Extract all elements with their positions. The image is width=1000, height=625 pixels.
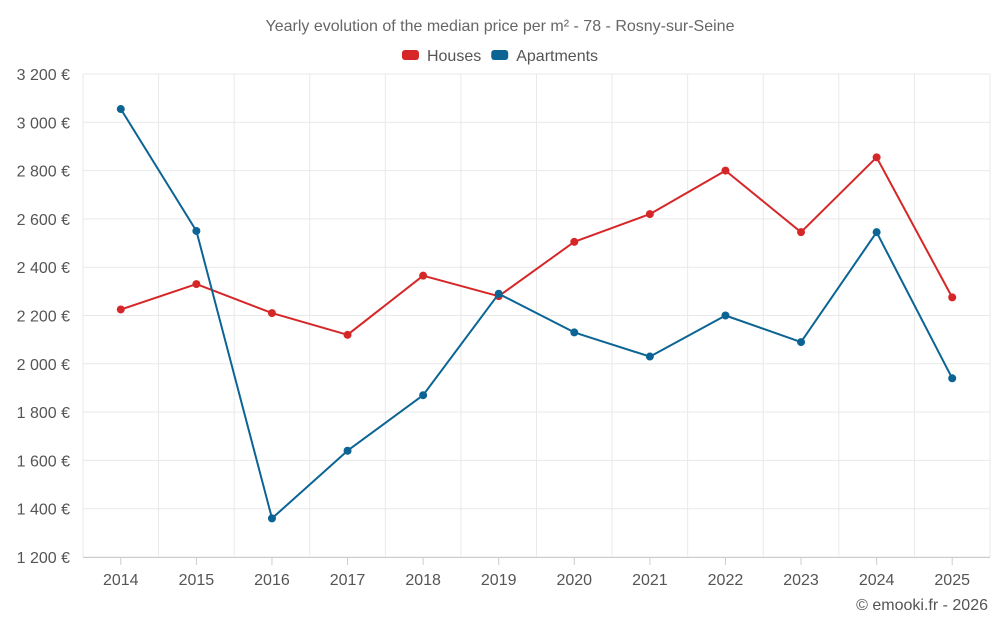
data-point-houses[interactable]: [419, 271, 428, 280]
x-tick-label: 2025: [934, 572, 970, 589]
data-point-apartments[interactable]: [721, 311, 730, 320]
data-point-apartments[interactable]: [872, 228, 881, 237]
series-line-houses: [120, 156, 954, 336]
data-point-houses[interactable]: [948, 293, 957, 302]
x-tick-label: 2014: [103, 572, 139, 589]
y-tick-label: 2 400 €: [17, 260, 70, 277]
data-point-apartments[interactable]: [645, 352, 654, 361]
data-point-houses[interactable]: [343, 330, 352, 339]
credit-text: © emooki.fr - 2026: [856, 597, 988, 614]
y-tick-label: 1 800 €: [17, 405, 70, 422]
y-tick-label: 1 200 €: [17, 550, 70, 567]
x-tick-label: 2017: [330, 572, 366, 589]
data-point-apartments[interactable]: [948, 374, 957, 383]
data-point-houses[interactable]: [570, 237, 579, 246]
x-tick-label: 2024: [859, 572, 895, 589]
x-tick-label: 2018: [405, 572, 441, 589]
data-point-apartments[interactable]: [116, 105, 125, 114]
data-point-apartments[interactable]: [419, 391, 428, 400]
legend-label-houses: Houses: [427, 48, 481, 65]
y-tick-label: 1 600 €: [17, 453, 70, 470]
series: [116, 105, 957, 523]
legend-label-apartments: Apartments: [516, 48, 598, 65]
data-point-apartments[interactable]: [192, 226, 201, 235]
y-tick-label: 1 400 €: [17, 502, 70, 519]
data-point-houses[interactable]: [797, 228, 806, 237]
data-point-apartments[interactable]: [494, 289, 503, 298]
legend-swatch-houses: [401, 50, 419, 60]
y-tick-label: 2 600 €: [17, 212, 70, 229]
data-point-apartments[interactable]: [570, 328, 579, 337]
x-tick-label: 2023: [783, 572, 819, 589]
data-point-houses[interactable]: [872, 153, 881, 162]
legend-item-houses[interactable]: Houses: [401, 48, 481, 65]
legend[interactable]: Houses Apartments: [401, 48, 598, 65]
y-tick-label: 3 000 €: [17, 115, 70, 132]
legend-item-apartments[interactable]: Apartments: [491, 48, 598, 65]
x-tick-label: 2016: [254, 572, 290, 589]
y-tick-label: 2 800 €: [17, 164, 70, 181]
data-point-apartments[interactable]: [797, 338, 806, 347]
x-tick-label: 2019: [481, 572, 517, 589]
data-point-apartments[interactable]: [343, 446, 352, 455]
x-tick-label: 2015: [179, 572, 215, 589]
x-tick-label: 2020: [556, 572, 592, 589]
series-apartments: [116, 105, 957, 523]
x-tick-label: 2021: [632, 572, 668, 589]
y-tick-label: 2 200 €: [17, 309, 70, 326]
y-tick-label: 2 000 €: [17, 357, 70, 374]
data-point-apartments[interactable]: [267, 514, 276, 523]
legend-swatch-apartments: [491, 50, 509, 60]
data-point-houses[interactable]: [721, 166, 730, 175]
data-point-houses[interactable]: [192, 280, 201, 289]
y-tick-label: 3 200 €: [17, 67, 70, 84]
data-point-houses[interactable]: [116, 305, 125, 314]
data-point-houses[interactable]: [645, 210, 654, 219]
x-tick-label: 2022: [708, 572, 744, 589]
chart-title: Yearly evolution of the median price per…: [266, 18, 735, 35]
data-point-houses[interactable]: [267, 309, 276, 318]
grid: [82, 73, 991, 558]
series-line-apartments: [119, 108, 954, 520]
axes: 1 200 € 1 400 € 1 600 € 1 800 € 2 000 € 2 200…: [17, 67, 990, 589]
